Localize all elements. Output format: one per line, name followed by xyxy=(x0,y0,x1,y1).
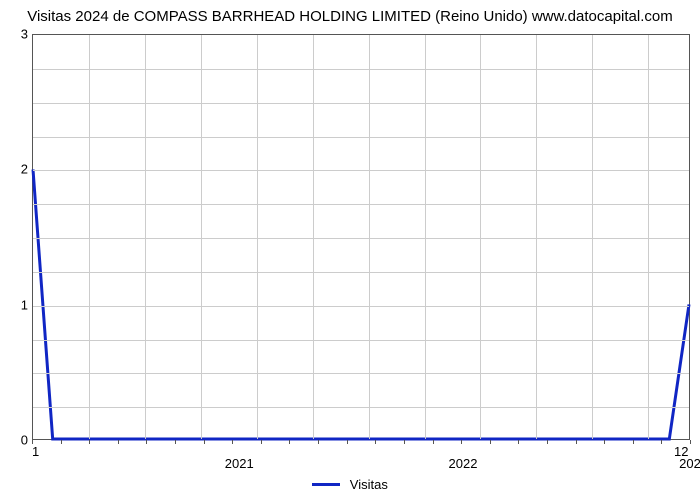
x-minor-tick xyxy=(633,440,634,444)
y-tick-label: 2 xyxy=(8,162,28,177)
gridline-horizontal xyxy=(33,373,689,374)
x-minor-tick xyxy=(690,440,691,444)
x-minor-tick xyxy=(433,440,434,444)
x-minor-tick xyxy=(175,440,176,444)
gridline-vertical xyxy=(592,35,593,439)
x-minor-tick xyxy=(661,440,662,444)
plot-area xyxy=(32,34,690,440)
gridline-vertical xyxy=(536,35,537,439)
x-minor-tick xyxy=(518,440,519,444)
x-minor-tick xyxy=(490,440,491,444)
x-minor-tick xyxy=(146,440,147,444)
x-minor-tick xyxy=(318,440,319,444)
gridline-horizontal xyxy=(33,137,689,138)
gridline-vertical xyxy=(201,35,202,439)
x-minor-tick xyxy=(89,440,90,444)
gridline-horizontal xyxy=(33,103,689,104)
legend-swatch xyxy=(312,483,340,486)
gridline-horizontal xyxy=(33,272,689,273)
x-minor-tick xyxy=(261,440,262,444)
gridline-vertical xyxy=(648,35,649,439)
legend-label: Visitas xyxy=(350,477,388,492)
x-minor-tick xyxy=(204,440,205,444)
x-minor-tick xyxy=(232,440,233,444)
gridline-vertical xyxy=(89,35,90,439)
y-tick-label: 0 xyxy=(8,433,28,448)
x-left-label: 1 xyxy=(32,444,39,459)
x-minor-tick xyxy=(404,440,405,444)
gridline-horizontal-major xyxy=(33,306,689,307)
gridline-horizontal xyxy=(33,407,689,408)
gridline-vertical xyxy=(257,35,258,439)
y-tick-label: 3 xyxy=(8,27,28,42)
series-line xyxy=(33,170,689,439)
gridline-vertical xyxy=(369,35,370,439)
gridline-horizontal xyxy=(33,340,689,341)
x-tick-label: 2022 xyxy=(449,456,478,471)
y-tick-label: 1 xyxy=(8,297,28,312)
chart-container: { "chart": { "type": "line", "title": "V… xyxy=(0,0,700,500)
x-right-label: 12 xyxy=(674,444,688,459)
x-minor-tick xyxy=(61,440,62,444)
x-minor-tick xyxy=(289,440,290,444)
x-minor-tick xyxy=(118,440,119,444)
gridline-horizontal xyxy=(33,204,689,205)
x-tick-label: 2021 xyxy=(225,456,254,471)
gridline-vertical xyxy=(313,35,314,439)
x-minor-tick xyxy=(461,440,462,444)
gridline-horizontal-major xyxy=(33,170,689,171)
x-minor-tick xyxy=(604,440,605,444)
gridline-vertical xyxy=(145,35,146,439)
gridline-vertical xyxy=(425,35,426,439)
x-minor-tick xyxy=(547,440,548,444)
gridline-vertical xyxy=(480,35,481,439)
legend: Visitas xyxy=(0,476,700,492)
chart-title: Visitas 2024 de COMPASS BARRHEAD HOLDING… xyxy=(0,0,700,25)
x-minor-tick xyxy=(576,440,577,444)
x-minor-tick xyxy=(347,440,348,444)
line-chart-svg xyxy=(33,35,689,439)
x-minor-tick xyxy=(375,440,376,444)
gridline-horizontal xyxy=(33,238,689,239)
gridline-horizontal xyxy=(33,69,689,70)
